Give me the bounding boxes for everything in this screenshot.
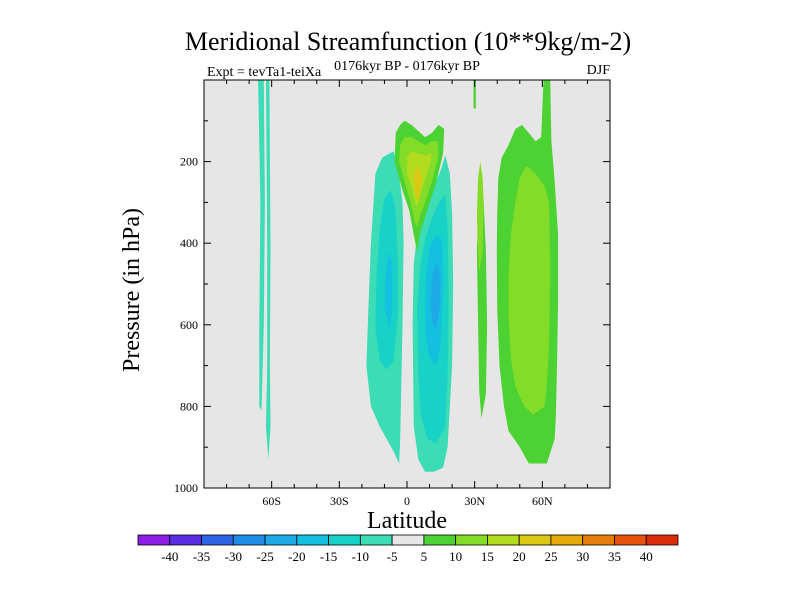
contour-region-sh-cell-15 xyxy=(384,251,393,329)
y-tick-label: 600 xyxy=(180,318,198,332)
colorbar-label: -15 xyxy=(320,549,337,564)
colorbar-box xyxy=(359,534,393,546)
contour-region-sh-high-lat-strip-2 xyxy=(266,80,271,460)
contour-region-eq-positive-cap-20 xyxy=(413,167,422,203)
colorbar-box xyxy=(169,534,202,546)
x-axis-label: Latitude xyxy=(367,508,447,534)
y-tick-label: 800 xyxy=(180,399,198,413)
colorbar-label: 30 xyxy=(576,549,589,564)
contour-region-nh-ferrel-10 xyxy=(508,165,551,415)
colorbar-label: 40 xyxy=(640,549,653,564)
colorbar-box xyxy=(487,534,520,546)
x-tick-label: 30N xyxy=(464,494,485,508)
right-label: DJF xyxy=(587,63,611,78)
colorbar-label: -40 xyxy=(161,549,178,564)
x-tick-label: 60S xyxy=(262,494,281,508)
contour-regions xyxy=(258,80,559,472)
contour-region-eq-cell-20 xyxy=(430,263,440,329)
colorbar-box xyxy=(423,534,457,546)
colorbar-label: -10 xyxy=(352,549,369,564)
colorbar-box xyxy=(137,534,171,546)
axis-ticks: 60S 30S 0 30N 60N 200 400 600 800 1000 xyxy=(174,80,610,508)
y-axis-label: Pressure (in hPa) xyxy=(119,208,145,372)
center-label: 0176kyr BP - 0176kyr BP xyxy=(334,59,480,74)
colorbar-box xyxy=(455,534,488,546)
x-tick-label: 0 xyxy=(404,494,410,508)
y-tick-label: 200 xyxy=(180,155,198,169)
colorbar-label: 25 xyxy=(544,549,557,564)
contour-region-sh-high-lat-strip-1 xyxy=(258,80,265,411)
colorbar-box xyxy=(582,534,615,546)
colorbar-box xyxy=(550,534,584,546)
colorbar-box xyxy=(518,534,552,546)
colorbar: -40 -35 -30 -25 -20 -15 -10 -5 5 10 15 20 25 30 35 40 xyxy=(137,534,679,564)
colorbar-label: 15 xyxy=(481,549,494,564)
chart-title: Meridional Streamfunction (10**9kg/m-2) xyxy=(185,27,631,56)
colorbar-box xyxy=(201,534,234,546)
colorbar-box xyxy=(645,534,679,546)
colorbar-box xyxy=(328,534,361,546)
colorbar-label: 35 xyxy=(608,549,621,564)
colorbar-label: -5 xyxy=(387,549,398,564)
colorbar-box xyxy=(614,534,647,546)
colorbar-label: -25 xyxy=(256,549,273,564)
left-label: Expt = tevTa1-teiXa xyxy=(207,65,322,80)
colorbar-label: 10 xyxy=(449,549,462,564)
x-tick-label: 30S xyxy=(330,494,349,508)
colorbar-label: -30 xyxy=(225,549,242,564)
colorbar-box xyxy=(391,534,425,546)
colorbar-label: 20 xyxy=(513,549,526,564)
colorbar-box xyxy=(296,534,329,546)
y-tick-label: 400 xyxy=(180,236,198,250)
colorbar-label: -35 xyxy=(193,549,210,564)
colorbar-label: 5 xyxy=(421,549,428,564)
contour-region-nh-strip-top xyxy=(473,80,476,109)
y-tick-label: 1000 xyxy=(174,481,198,495)
x-tick-label: 60N xyxy=(532,494,553,508)
colorbar-box xyxy=(264,534,298,546)
contour-region-nh-narrow-pos-10 xyxy=(476,161,484,272)
colorbar-box xyxy=(232,534,266,546)
colorbar-label: -20 xyxy=(288,549,305,564)
